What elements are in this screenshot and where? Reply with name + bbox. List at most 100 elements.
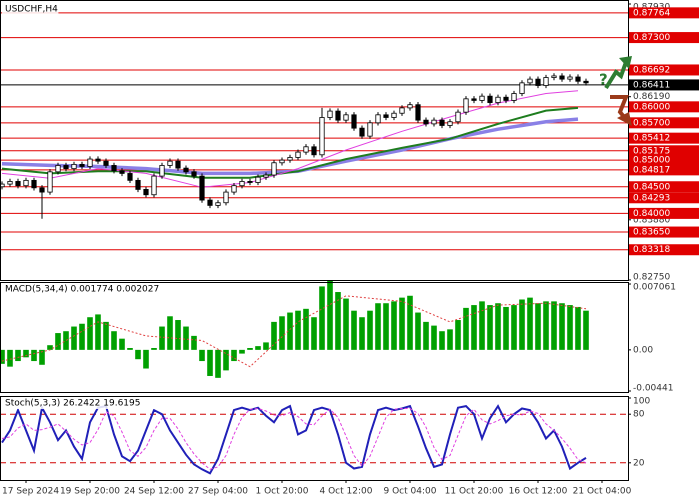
level-label-box [629, 64, 699, 76]
macd-bar [503, 306, 509, 350]
level-label-box [629, 132, 699, 144]
macd-bar [359, 317, 365, 350]
candle-body [63, 165, 69, 170]
title-bg [2, 283, 176, 295]
macd-bar [351, 310, 357, 350]
macd-bar [231, 349, 237, 362]
macd-bar [175, 320, 181, 350]
title-bg [2, 397, 165, 409]
forecast-arrows: ? [599, 56, 632, 126]
macd-bar [471, 305, 477, 350]
candle-body [415, 104, 421, 121]
candle-body [463, 98, 469, 113]
macd-bar [543, 301, 549, 350]
candle-body [383, 114, 389, 118]
level-label: 0.84817 [633, 165, 670, 175]
macd-bar [127, 347, 133, 350]
macd-bar [87, 317, 93, 350]
candle-body [207, 199, 213, 206]
macd-bar [295, 310, 301, 350]
x-tick-label: 27 Sep 04:00 [188, 487, 248, 497]
candle-body [87, 158, 93, 167]
level-label: 0.83650 [633, 228, 670, 238]
y-tick-label: 80 [633, 410, 645, 420]
candle-body [175, 160, 181, 169]
macd-bar [311, 317, 317, 350]
candle-body [71, 163, 77, 170]
macd-bar [167, 316, 173, 350]
y-tick-label: 0.82750 [633, 273, 670, 283]
candle-body [159, 165, 165, 177]
macd-bar [79, 323, 85, 350]
candle-body [239, 181, 245, 187]
macd-bar [183, 326, 189, 350]
macd-bar [575, 306, 581, 350]
candle-body [295, 151, 301, 158]
macd-bar [247, 347, 253, 350]
macd-bar [511, 305, 517, 350]
signal-line [1, 295, 587, 368]
macd-bar [15, 349, 21, 362]
macd-bar [199, 349, 205, 362]
candle-body [127, 173, 133, 181]
level-label: 0.86000 [633, 102, 670, 112]
candle-body [183, 167, 189, 173]
macd-bar [335, 292, 341, 350]
macd-bar [319, 286, 325, 350]
y-tick-label: 0.83880 [633, 215, 670, 225]
candle-body [375, 114, 381, 124]
macd-bar [495, 303, 501, 350]
candle-body [199, 175, 205, 201]
stoch-line [1, 407, 587, 470]
macd-bar [111, 331, 117, 350]
candle-body [439, 119, 445, 126]
macd-bar [55, 333, 61, 350]
macd-bar [559, 303, 565, 350]
candle-body [407, 104, 413, 109]
marks: 0.879300.861900.838800.827500.877640.873… [0, 3, 699, 497]
stoch-panel-frame [0, 396, 629, 481]
macd-bar [463, 307, 469, 350]
macd-bar [223, 349, 229, 371]
macd-bar [487, 305, 493, 350]
candle-body [527, 78, 533, 84]
candle-body [167, 160, 173, 166]
macd-bar [279, 316, 285, 350]
candle-body [423, 119, 429, 125]
candle-body [359, 127, 365, 137]
candle-body [311, 146, 317, 156]
x-tick-label: 19 Sep 20:00 [60, 487, 120, 497]
macd-bar [583, 310, 589, 350]
macd-bar [95, 314, 101, 350]
candle-body [255, 176, 261, 183]
level-label: 0.85000 [633, 156, 670, 166]
candle-body [487, 95, 493, 103]
level-label: 0.85700 [633, 118, 670, 128]
macd-bar [207, 349, 213, 376]
candle-body [279, 159, 285, 164]
candle-body [511, 93, 517, 101]
candle-body [39, 187, 45, 193]
candle-body [367, 122, 373, 137]
macd-bar [287, 312, 293, 350]
macd-bar [263, 342, 269, 350]
candle-body [543, 77, 549, 86]
macd-bar [23, 349, 29, 358]
panel-title: Stoch(5,3,3) 26.2422 19.6195 [5, 399, 140, 409]
level-label: 0.84500 [633, 182, 670, 192]
level-label-box [629, 192, 699, 204]
candle-body [215, 202, 221, 206]
level-label-box [629, 181, 699, 193]
candle-body [23, 179, 29, 187]
candle-body [319, 117, 325, 156]
macd-bar [143, 349, 149, 369]
macd-bar [255, 346, 261, 350]
level-label-box [629, 79, 699, 91]
level-label-box [629, 244, 699, 256]
level-label: 0.84000 [633, 209, 670, 219]
candle-body [263, 174, 269, 178]
macd-bar [159, 326, 165, 350]
macd-bar [399, 297, 405, 350]
candle-body [143, 189, 149, 196]
candle-body [455, 111, 461, 123]
